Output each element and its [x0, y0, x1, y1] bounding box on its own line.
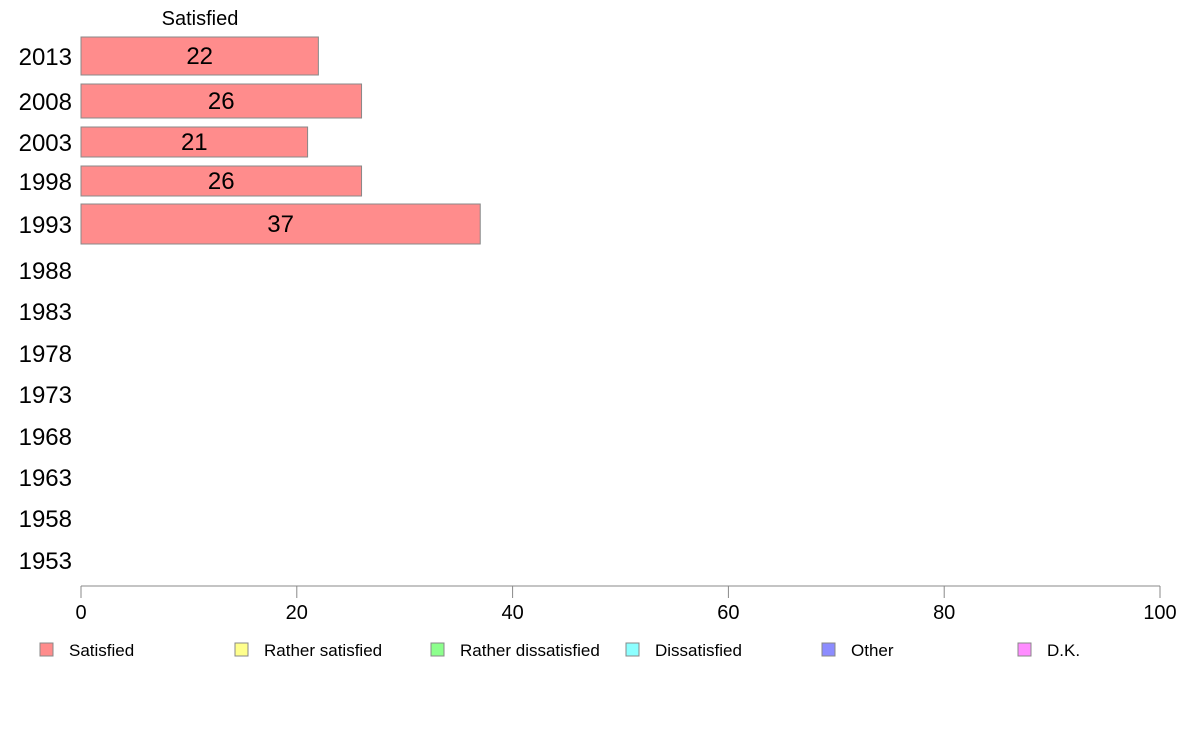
bar-value-label-1993: 37: [267, 211, 294, 238]
year-label-1993: 1993: [19, 212, 72, 239]
year-label-1983: 1983: [19, 299, 72, 326]
year-label-2008: 2008: [19, 89, 72, 116]
x-tick-label-20: 20: [286, 602, 308, 624]
legend-swatch-2: [430, 642, 445, 657]
bar-2013-s0: [80, 36, 319, 76]
legend-swatch-0: [39, 642, 54, 657]
year-label-2003: 2003: [19, 130, 72, 157]
x-tick-label-80: 80: [933, 602, 955, 624]
bar-2003-s0: [80, 126, 309, 158]
legend-swatch-4: [821, 642, 836, 657]
year-label-1963: 1963: [19, 465, 72, 492]
x-tick-label-0: 0: [75, 602, 86, 624]
column-header: Satisfied: [162, 8, 239, 30]
legend-label-5: D.K.: [1047, 641, 1080, 660]
legend-label-3: Dissatisfied: [655, 641, 742, 660]
year-label-2013: 2013: [19, 44, 72, 71]
x-axis: 0 20 40 60 80 100: [75, 585, 1177, 624]
bar-1993-s0: [80, 203, 481, 245]
legend-swatch-3: [625, 642, 640, 657]
year-label-1953: 1953: [19, 548, 72, 575]
year-label-1958: 1958: [19, 506, 72, 533]
legend-label-4: Other: [851, 641, 894, 660]
legend-label-2: Rather dissatisfied: [460, 641, 600, 660]
x-tick-label-60: 60: [717, 602, 739, 624]
legend-label-1: Rather satisfied: [264, 641, 382, 660]
year-label-1973: 1973: [19, 382, 72, 409]
year-label-1978: 1978: [19, 341, 72, 368]
year-label-1968: 1968: [19, 424, 72, 451]
bar-value-label-1998: 26: [208, 168, 235, 195]
bar-value-label-2008: 26: [208, 88, 235, 115]
legend-label-0: Satisfied: [69, 641, 134, 660]
legend-swatch-1: [234, 642, 249, 657]
bar-1998-s0: [80, 165, 363, 197]
bar-value-label-2003: 21: [181, 129, 208, 156]
x-tick-label-40: 40: [501, 602, 523, 624]
bar-2008-s0: [80, 83, 363, 119]
year-label-1998: 1998: [19, 169, 72, 196]
year-label-1988: 1988: [19, 258, 72, 285]
bar-value-label-2013: 22: [186, 43, 213, 70]
x-tick-label-100: 100: [1143, 602, 1176, 624]
legend-swatch-5: [1017, 642, 1032, 657]
year-labels-group: 2013 2008 2003 1998 1993 1988 1983 1978 1973 1968…: [19, 44, 72, 575]
legend: Satisfied Rather satisfied Rather dissatis…: [39, 641, 1080, 660]
